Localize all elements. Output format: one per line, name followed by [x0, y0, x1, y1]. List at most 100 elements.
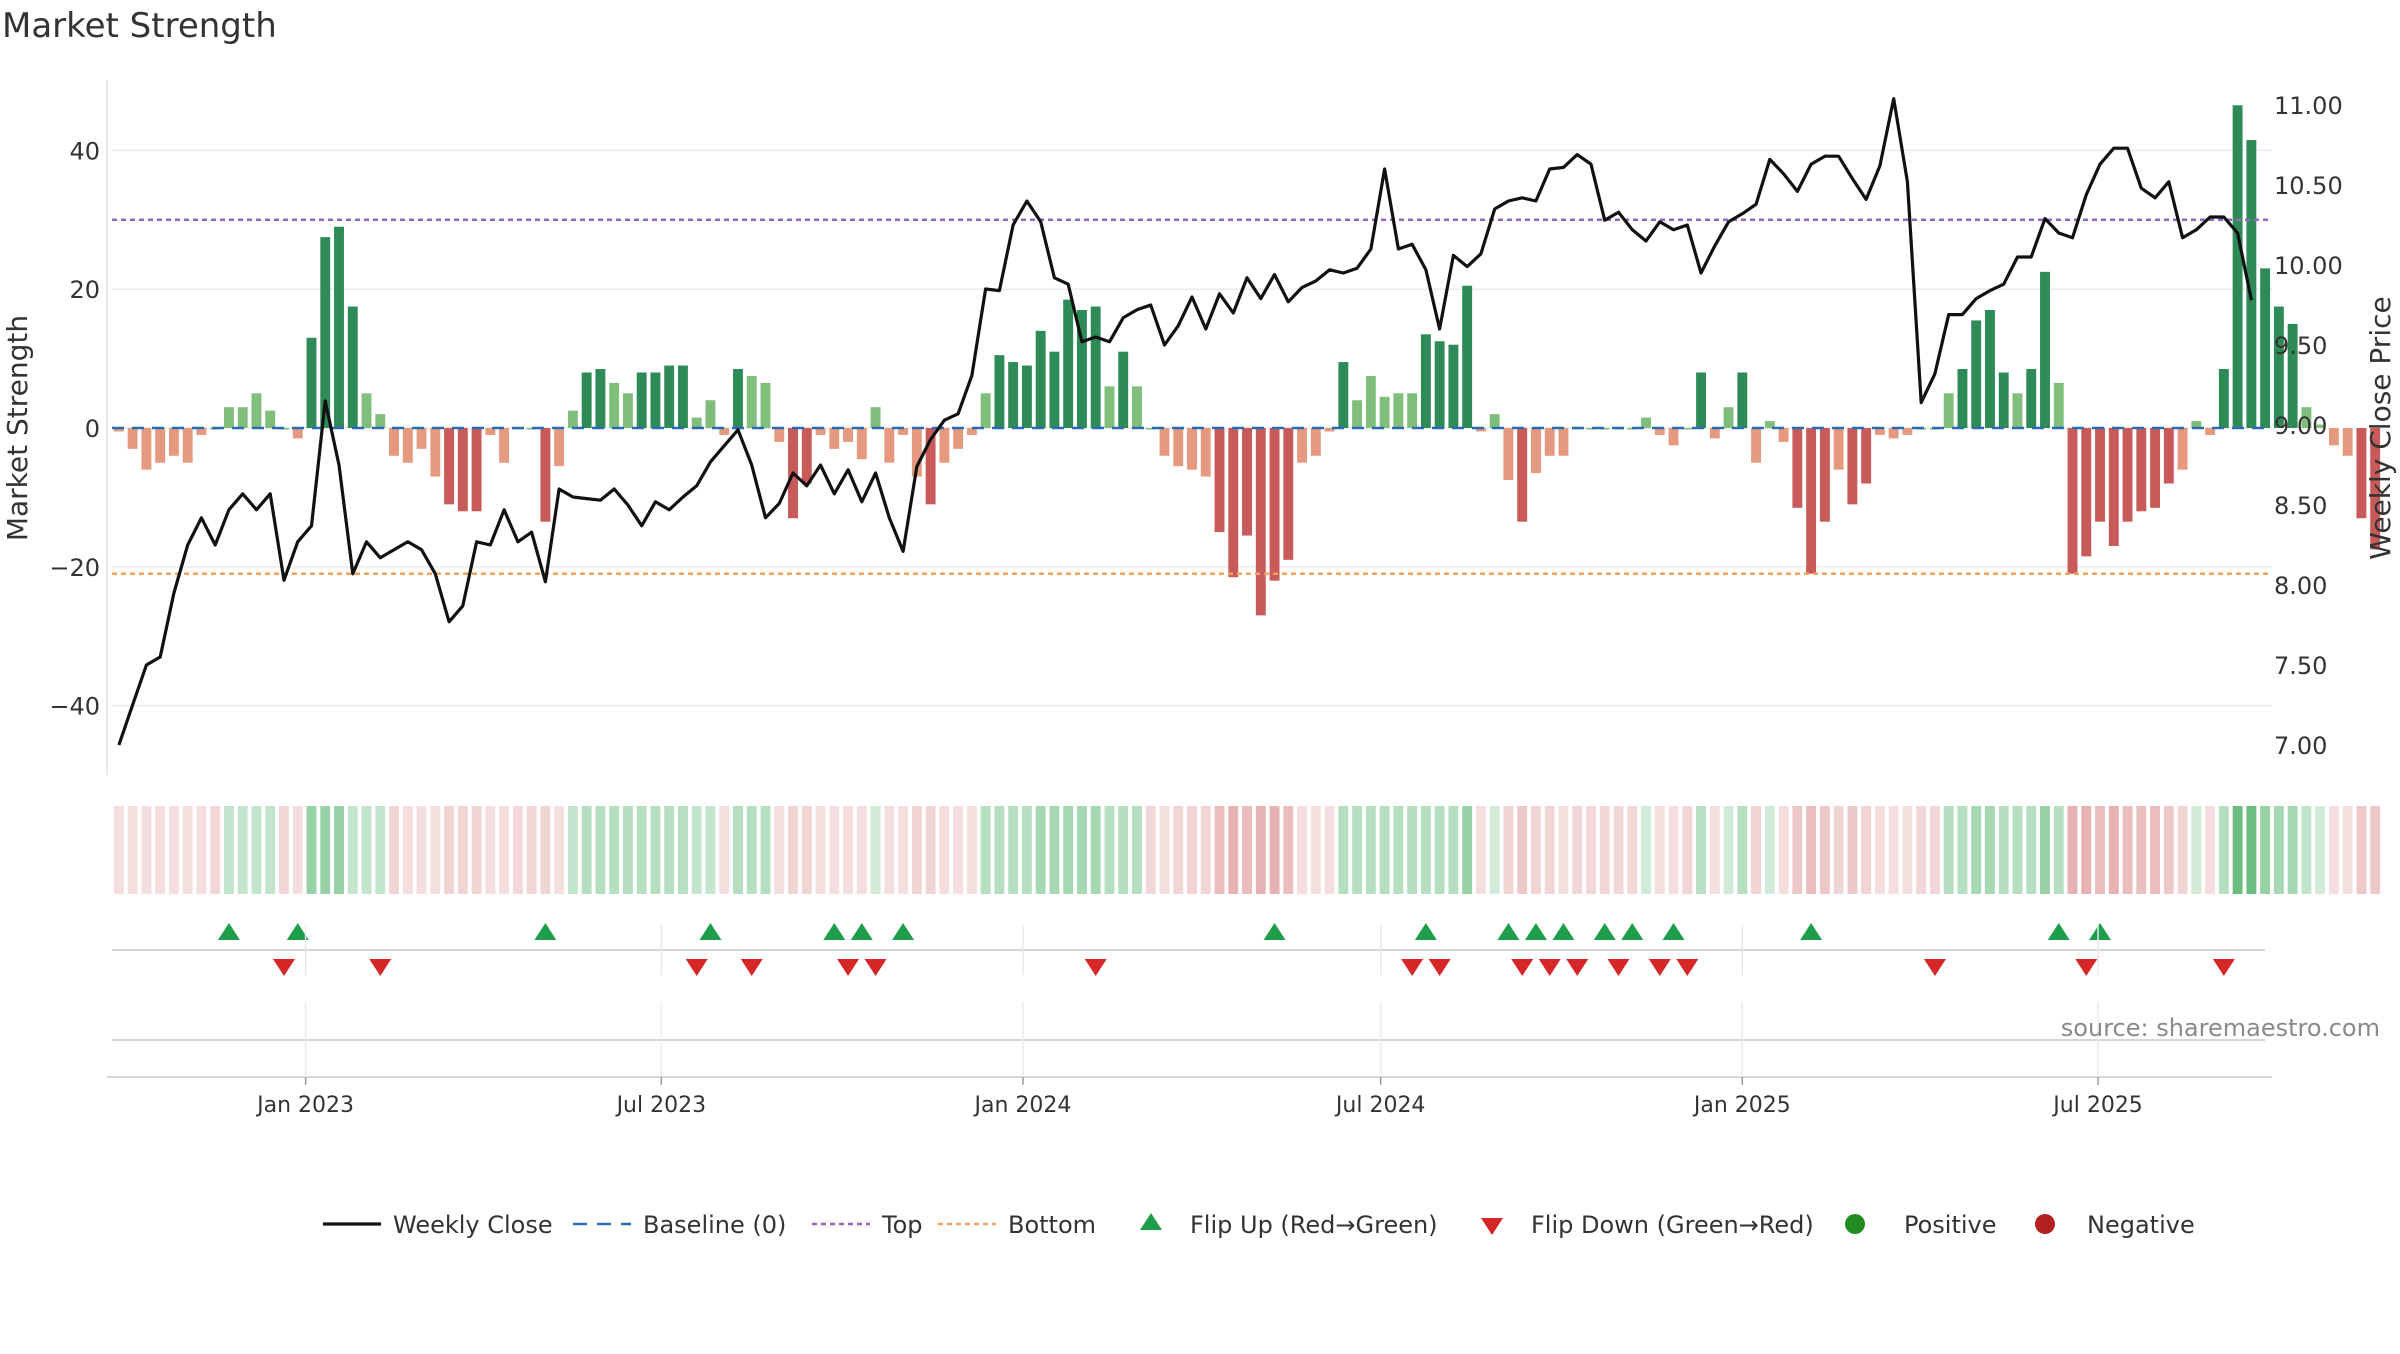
- flip-down-marker: [685, 959, 708, 976]
- strength-bar: [705, 400, 716, 428]
- heat-strip-cell: [1971, 806, 1982, 894]
- heat-strip-cell: [1242, 806, 1252, 894]
- heat-strip-cell: [1407, 806, 1418, 894]
- heat-strip-cell: [361, 806, 372, 894]
- x-axis: Jan 2023 Jul 2023 Jan 2024 Jul 2024 Jan 2025…: [107, 925, 2272, 1118]
- heat-strip-cell: [196, 806, 207, 894]
- heat-strip-cell: [856, 806, 867, 894]
- heat-strip-cell: [622, 806, 633, 894]
- heat-strip-cell: [1654, 806, 1665, 894]
- strength-bar: [856, 428, 867, 460]
- heat-strip-cell: [1283, 806, 1294, 894]
- strength-bar: [966, 428, 977, 435]
- reference-lines: [112, 218, 2272, 575]
- strength-bar: [2260, 268, 2271, 428]
- flip-down-marker: [1401, 959, 1424, 976]
- y-axis-label: Market Strength: [1, 315, 34, 541]
- strength-bar: [1517, 428, 1528, 522]
- strength-bar: [1269, 428, 1280, 581]
- strength-bar: [485, 428, 496, 435]
- strength-bar: [1049, 351, 1060, 428]
- heat-strip-cell: [774, 806, 785, 894]
- strength-bar: [1035, 330, 1046, 428]
- heat-strip-cell: [1709, 806, 1720, 894]
- flip-markers: [112, 923, 2265, 976]
- strength-bar: [1283, 428, 1294, 560]
- heat-strip-cell: [1434, 806, 1445, 894]
- heat-strip-cell: [2246, 806, 2257, 894]
- heat-strip-cell: [2287, 806, 2298, 894]
- strength-bar: [1159, 428, 1170, 456]
- heat-strip-cell: [1187, 806, 1197, 894]
- strength-bar: [526, 428, 537, 430]
- heat-strip-cell: [980, 806, 991, 894]
- heat-strip-cell: [320, 806, 331, 894]
- heat-strip-cell: [1090, 806, 1101, 894]
- heat-strip-cell: [1255, 806, 1266, 894]
- strength-bar: [334, 226, 344, 428]
- strength-bar: [953, 428, 964, 449]
- heat-strip-cell: [2301, 806, 2312, 894]
- heat-strip-cell: [2356, 806, 2367, 894]
- strength-bar: [1902, 428, 1913, 435]
- strength-bar: [1489, 414, 1500, 428]
- flip-down-marker: [1648, 959, 1671, 976]
- strength-bar: [1682, 428, 1693, 430]
- strength-bar: [1338, 362, 1349, 428]
- x-tick-label: Jan 2024: [973, 1093, 1072, 1118]
- heat-strip-cell: [2026, 806, 2037, 894]
- strength-bar: [650, 372, 661, 428]
- strength-bar: [1420, 334, 1431, 428]
- heat-strip-cell: [2040, 806, 2050, 894]
- strength-bar: [2218, 369, 2229, 428]
- source-note: source: sharemaestro.com: [2060, 1014, 2380, 1042]
- flip-up-marker: [1593, 923, 1616, 940]
- heat-strip-cell: [609, 806, 620, 894]
- legend-label: Flip Down (Green→Red): [1531, 1211, 1814, 1239]
- heat-strip-cell: [1902, 806, 1913, 894]
- heat-strip-cell: [1696, 806, 1706, 894]
- strength-bar: [843, 428, 854, 442]
- strength-bar: [196, 428, 207, 435]
- flip-down-marker: [369, 959, 392, 976]
- flip-up-marker: [892, 923, 915, 940]
- heat-strip-cell: [801, 806, 812, 894]
- heat-strip-cell: [2342, 806, 2353, 894]
- heat-strip-cell: [1558, 806, 1569, 894]
- chart-title: Market Strength: [2, 6, 277, 46]
- strength-bar: [925, 428, 936, 505]
- heat-strip-cell: [884, 806, 895, 894]
- strength-bar: [471, 428, 482, 512]
- strength-bar: [1586, 428, 1596, 430]
- y2-axis-label: Weekly Close Price: [2364, 296, 2397, 559]
- heat-strip-cell: [2191, 806, 2202, 894]
- heat-strip-cell: [430, 806, 441, 894]
- strength-bar: [1475, 428, 1486, 432]
- heat-strip-cell: [1517, 806, 1528, 894]
- heat-strip-cell: [911, 806, 922, 894]
- axes: 40 20 0 −20 −40 11.00 10.50 10.00 9.50 9.00 8.50 8.…: [49, 80, 2343, 775]
- strength-bar: [1352, 400, 1363, 428]
- flip-up-marker: [286, 923, 309, 940]
- flip-down-marker: [740, 959, 763, 976]
- flip-down-marker: [2212, 959, 2235, 976]
- strength-bar: [2122, 428, 2133, 522]
- strength-bar: [2287, 323, 2298, 428]
- heat-strip-cell: [1737, 806, 1748, 894]
- heat-strip-cell: [402, 806, 413, 894]
- strength-bar: [416, 428, 427, 449]
- strength-bar: [1214, 428, 1225, 533]
- flip-down-marker: [1676, 959, 1699, 976]
- strength-bar: [1668, 428, 1679, 446]
- strength-bar: [347, 306, 358, 428]
- heat-strip-cell: [691, 806, 702, 894]
- strength-bar: [2163, 428, 2174, 484]
- y2-tick-label: 9.50: [2274, 332, 2327, 360]
- heat-strip-cell: [966, 806, 977, 894]
- flip-down-marker: [1084, 959, 1107, 976]
- heat-strip-cell: [1324, 806, 1335, 894]
- weekly-close-series: [117, 96, 2253, 746]
- flip-up-marker: [534, 923, 557, 940]
- y2-tick-label: 7.50: [2274, 652, 2327, 680]
- heat-strip-cell: [471, 806, 482, 894]
